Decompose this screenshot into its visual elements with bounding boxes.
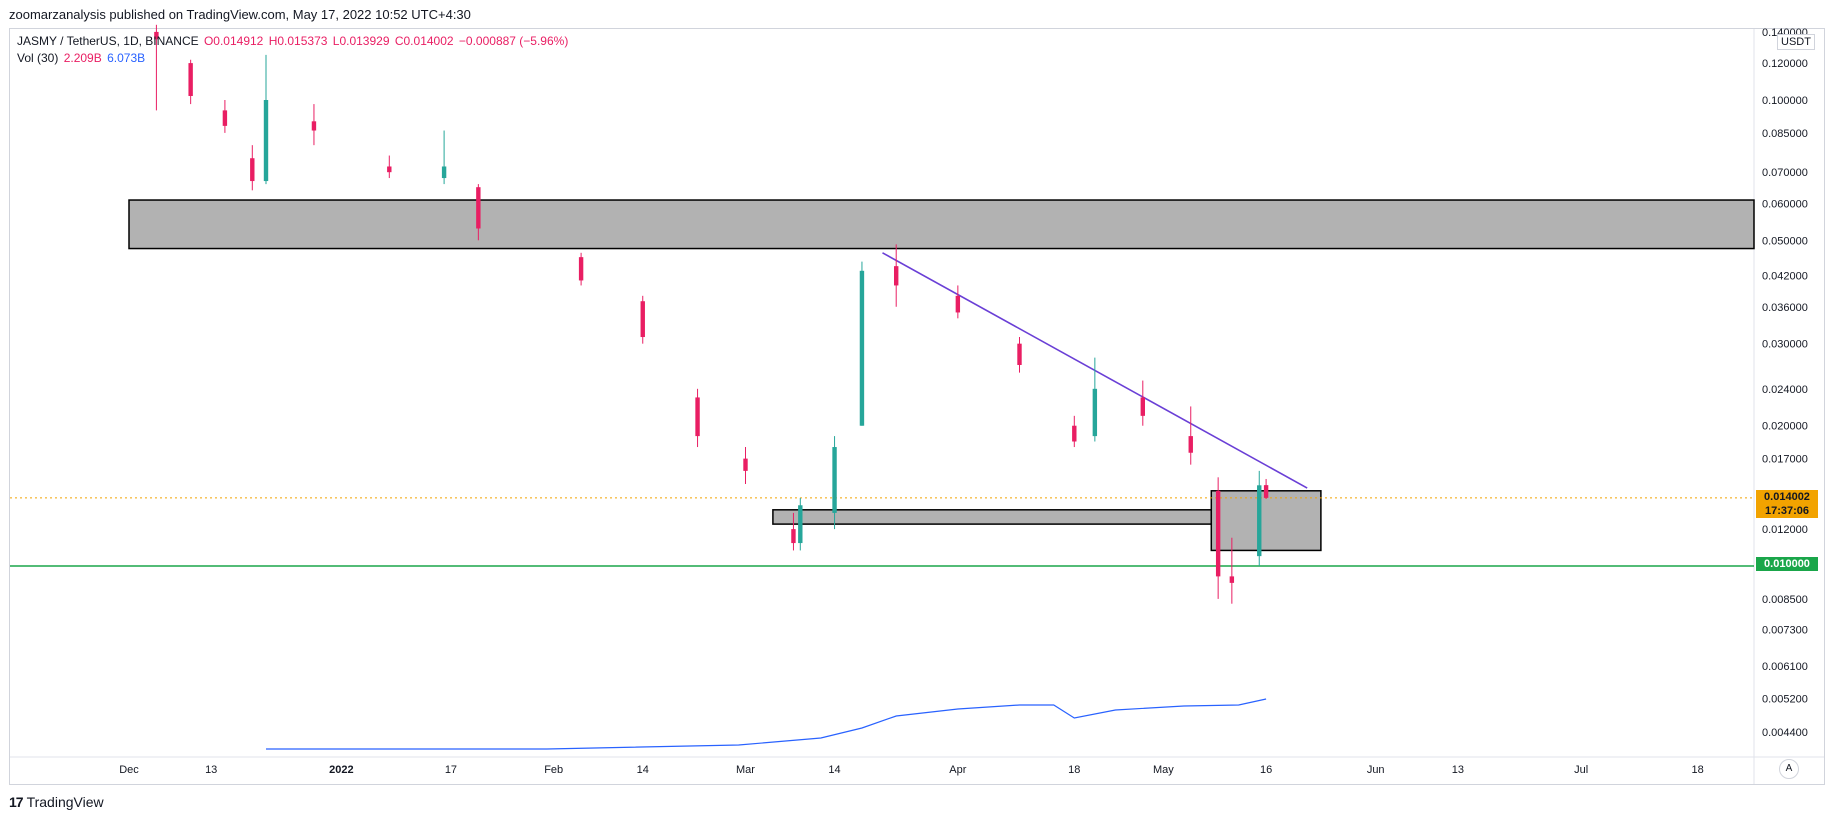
last-price-value: 0.014002 (1764, 491, 1810, 503)
time-tick-label: 13 (205, 764, 217, 776)
price-tick-label: 0.005200 (1762, 693, 1808, 705)
symbol-label[interactable]: JASMY / TetherUS, 1D, BINANCE (17, 34, 199, 48)
time-tick-label: May (1153, 764, 1174, 776)
time-tick-label: 14 (637, 764, 649, 776)
candle-body (955, 295, 961, 313)
candle-body (387, 166, 392, 173)
candle-body (222, 110, 228, 126)
volume-label[interactable]: Vol (30) (17, 51, 59, 65)
footer-brand[interactable]: 17 TradingView (9, 794, 104, 810)
candle-body (188, 63, 193, 96)
candle-body (311, 121, 317, 131)
time-tick-label: Feb (544, 764, 563, 776)
candle-body (859, 270, 865, 426)
time-tick-label: Dec (119, 764, 139, 776)
price-tick-label: 0.006100 (1762, 661, 1808, 673)
candle-body (154, 31, 159, 40)
candle-body (1017, 343, 1022, 365)
tradingview-logo-icon: 17 (9, 794, 24, 810)
time-tick-label: 2022 (329, 764, 353, 776)
price-tick-label: 0.030000 (1762, 339, 1808, 351)
price-tick-label: 0.060000 (1762, 198, 1808, 210)
publisher-line: zoomarzanalysis published on TradingView… (9, 7, 471, 22)
time-tick-label: Mar (736, 764, 755, 776)
ohlc-legend: JASMY / TetherUS, 1D, BINANCE O0.014912 … (17, 34, 568, 48)
price-tick-label: 0.120000 (1762, 58, 1808, 70)
price-tick-label: 0.020000 (1762, 421, 1808, 433)
volume-ma-value: 6.073B (107, 51, 146, 65)
price-tick-label: 0.004400 (1762, 727, 1808, 739)
time-tick-label: 14 (828, 764, 840, 776)
time-tick-label: 16 (1260, 764, 1272, 776)
candle-body (1140, 397, 1145, 416)
bar-countdown: 17:37:06 (1764, 505, 1810, 517)
price-tick-label: 0.017000 (1762, 454, 1808, 466)
price-tick-label: 0.085000 (1762, 128, 1808, 140)
candle-body (1257, 485, 1262, 557)
currency-label[interactable]: USDT (1777, 34, 1815, 50)
candle-body (263, 100, 269, 182)
candle-body (476, 187, 481, 229)
time-tick-label: 18 (1068, 764, 1080, 776)
candle-body (894, 266, 899, 286)
candle-body (1092, 388, 1098, 437)
candle-body (798, 505, 803, 544)
price-tick-label: 0.012000 (1762, 524, 1808, 536)
low-value: L0.013929 (332, 34, 390, 48)
time-tick-label: Apr (949, 764, 966, 776)
candle-body (250, 158, 255, 182)
resistance-zone (128, 199, 1755, 250)
volume-ma-line (266, 698, 1267, 750)
candle-body (1215, 490, 1221, 577)
candle-body (640, 301, 645, 338)
chart-frame (9, 28, 1825, 785)
candle-body (743, 458, 748, 471)
change-value: −0.000887 (−5.96%) (458, 34, 569, 48)
price-tick-label: 0.100000 (1762, 95, 1808, 107)
price-tick-label: 0.070000 (1762, 167, 1808, 179)
candle-body (441, 166, 447, 179)
candle-body (791, 529, 796, 544)
last-price-badge: 0.014002 17:37:06 (1756, 490, 1818, 518)
open-value: O0.014912 (203, 34, 264, 48)
time-tick-label: 13 (1452, 764, 1464, 776)
price-tick-label: 0.008500 (1762, 594, 1808, 606)
price-tick-label: 0.042000 (1762, 271, 1808, 283)
candle-body (1188, 436, 1193, 453)
support-zone-march (772, 509, 1213, 525)
price-tick-label: 0.036000 (1762, 302, 1808, 314)
volume-value: 2.209B (63, 51, 102, 65)
volume-legend: Vol (30) 2.209B 6.073B (17, 51, 145, 65)
time-tick-label: Jul (1574, 764, 1588, 776)
brand-name: TradingView (26, 794, 104, 810)
time-tick-label: 18 (1692, 764, 1704, 776)
auto-scale-button[interactable]: A (1779, 759, 1799, 779)
time-tick-label: 17 (445, 764, 457, 776)
level-price-badge: 0.010000 (1756, 557, 1818, 571)
price-tick-label: 0.024000 (1762, 384, 1808, 396)
time-tick-label: Jun (1367, 764, 1385, 776)
high-value: H0.015373 (268, 34, 328, 48)
candle-body (1229, 576, 1235, 583)
candle-body (695, 397, 700, 437)
price-tick-label: 0.007300 (1762, 625, 1808, 637)
candle-body (1072, 425, 1077, 442)
candle-body (1263, 485, 1269, 498)
candle-body (578, 257, 584, 281)
support-zone-may (1210, 490, 1322, 552)
close-value: C0.014002 (394, 34, 454, 48)
price-tick-label: 0.050000 (1762, 235, 1808, 247)
candle-body (832, 447, 837, 513)
